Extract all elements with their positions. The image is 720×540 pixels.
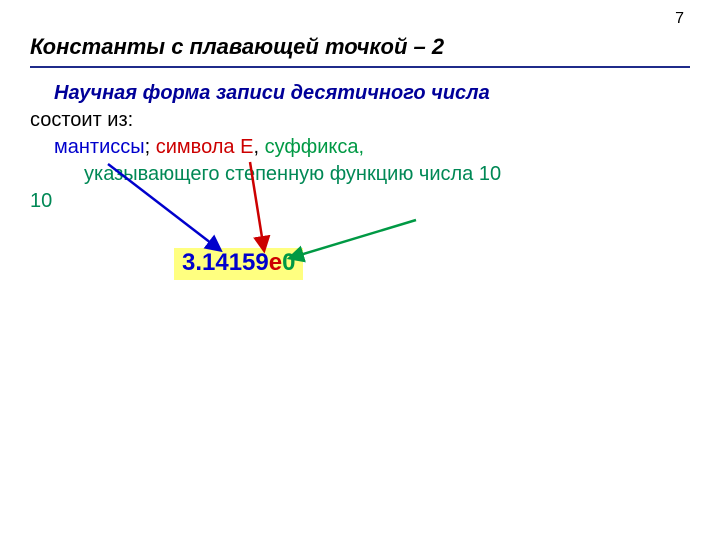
title-underline: [30, 66, 690, 68]
sep-1: ;: [145, 136, 156, 158]
arrow: [290, 220, 416, 258]
part-mantissa: мантиссы: [54, 136, 145, 158]
example-e: e: [269, 249, 282, 276]
page-number: 7: [675, 10, 684, 28]
part-suffix: суффикса,: [265, 136, 365, 158]
body-text: Научная форма записи десятичного числа с…: [30, 80, 690, 215]
ten-label: 10: [30, 190, 52, 212]
lead-in-text: Научная форма записи десятичного числа: [54, 82, 490, 104]
example-mantissa: 3.14159: [182, 249, 269, 276]
part-power-text: указывающего степенную функцию числа 10: [84, 163, 501, 185]
example-box: 3.14159e0: [174, 248, 303, 280]
part-symbol-e: символа E: [156, 136, 254, 158]
page-title: Константы с плавающей точкой – 2: [30, 34, 444, 60]
consists-of: состоит из:: [30, 109, 133, 131]
example-suffix: 0: [282, 249, 295, 276]
sep-2: ,: [253, 136, 264, 158]
